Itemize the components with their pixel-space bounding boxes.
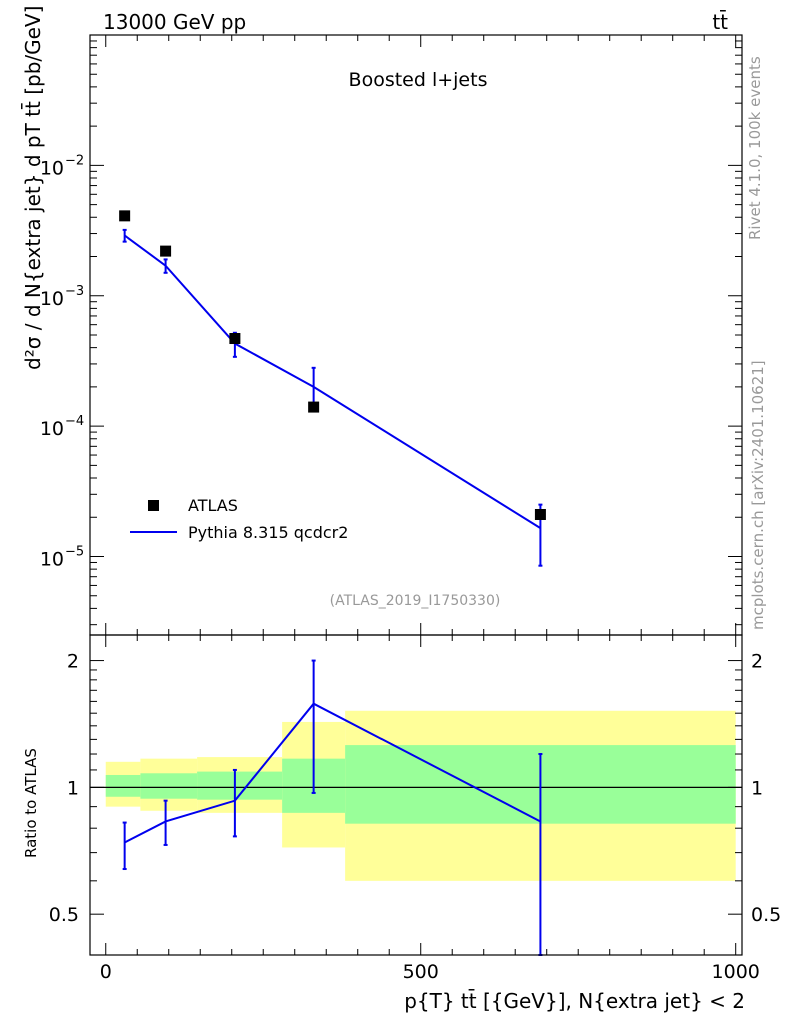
- main-frame: [89, 34, 743, 636]
- legend-atlas-label: ATLAS: [188, 496, 238, 515]
- main-panel: 10−510−410−310−2 Boosted l+jets (ATLAS_2…: [20, 6, 743, 636]
- energy-label: 13000 GeV pp: [103, 10, 246, 34]
- svg-text:10: 10: [40, 418, 64, 440]
- legend-pythia-label: Pythia 8.315 qcdcr2: [188, 523, 348, 542]
- ratio-y-tick-label: 1: [67, 777, 79, 799]
- rivet-label: Rivet 4.1.0, 100k events: [746, 56, 764, 240]
- svg-text:−5: −5: [65, 545, 84, 560]
- main-y-ticks: 10−510−410−310−2: [40, 153, 84, 570]
- main-y-tick-label: 10 −5: [40, 545, 84, 571]
- mcplots-label: mcplots.cern.ch [arXiv:2401.10621]: [749, 360, 767, 630]
- x-tick-label: 1000: [712, 961, 760, 983]
- header: 13000 GeV pp tt̄: [103, 9, 728, 34]
- ratio-y-tick-label: 2: [67, 651, 79, 673]
- pythia-line: [124, 234, 541, 529]
- x-tick-label: 500: [403, 961, 439, 983]
- x-axis-label: p{T} tt̄ [{GeV}], N{extra jet} < 2: [404, 988, 745, 1013]
- main-series: [119, 210, 546, 567]
- main-y-label: d²σ / d N{extra jet} d pT tt̄ [pb/GeV]: [20, 6, 45, 370]
- svg-text:−4: −4: [65, 414, 84, 429]
- ratio-y-tick-label-right: 2: [751, 651, 763, 673]
- x-tick-label: 0: [100, 961, 112, 983]
- svg-text:10: 10: [40, 157, 64, 179]
- ratio-y-tick-label-right: 1: [751, 777, 763, 799]
- atlas-data-point: [119, 210, 131, 222]
- legend-atlas-marker: [148, 500, 159, 511]
- atlas-data-point: [308, 401, 320, 413]
- svg-text:−2: −2: [65, 153, 84, 168]
- main-y-label-text: d²σ / d N{extra jet} d pT tt̄ [pb/GeV]: [20, 6, 45, 370]
- ratio-bands: [105, 710, 736, 881]
- ratio-line: [124, 702, 541, 844]
- main-y-tick-label: 10 −4: [40, 414, 84, 440]
- atlas-data-point: [229, 333, 241, 345]
- ratio-y-tick-label-right: 0.5: [751, 904, 781, 926]
- ratio-y-label: Ratio to ATLAS: [22, 748, 40, 858]
- main-minor-ticks: [90, 35, 742, 635]
- legend: ATLAS Pythia 8.315 qcdcr2: [130, 496, 348, 542]
- svg-text:10: 10: [40, 288, 64, 310]
- atlas-data-point: [534, 508, 546, 520]
- svg-text:−3: −3: [65, 284, 84, 299]
- chart-title: Boosted l+jets: [349, 69, 488, 91]
- ratio-frame: [89, 634, 743, 956]
- ratio-series: [122, 659, 543, 956]
- atlas-data-point: [160, 245, 172, 257]
- ratio-band-inner: [140, 773, 198, 799]
- main-y-tick-label: 10 −2: [40, 153, 84, 179]
- svg-text:10: 10: [40, 549, 64, 571]
- ratio-x-ticks: 0 500 1000: [100, 635, 760, 983]
- main-y-tick-label: 10 −3: [40, 284, 84, 310]
- ratio-y-ticks: 0.5 0.5 1 1 2 2: [49, 651, 781, 956]
- analysis-label: (ATLAS_2019_I1750330): [330, 593, 501, 609]
- process-label: tt̄: [712, 9, 728, 34]
- ratio-band-inner: [105, 774, 141, 797]
- ratio-y-tick-label: 0.5: [49, 904, 79, 926]
- ratio-panel: 0.5 0.5 1 1 2 2 0 500 1000 Ratio to ATLAS p{T} …: [22, 634, 781, 1013]
